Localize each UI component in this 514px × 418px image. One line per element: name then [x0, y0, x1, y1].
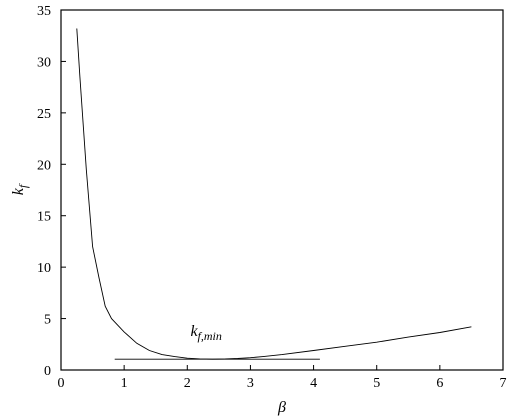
y-axis-label-sub: f — [16, 183, 30, 188]
x-tick-label: 4 — [310, 376, 317, 391]
y-tick-label: 10 — [37, 261, 51, 276]
kf-min-annotation-sub: f,min — [198, 329, 222, 343]
x-tick-label: 2 — [184, 376, 191, 391]
x-tick-label: 6 — [436, 376, 443, 391]
y-axis-label-main: k — [10, 187, 27, 195]
x-tick-label: 1 — [121, 376, 128, 391]
kf-curve — [76, 28, 472, 360]
svg-text:kf: kf — [10, 183, 30, 195]
plot-frame — [60, 9, 504, 371]
y-tick-label: 25 — [37, 107, 51, 122]
y-axis-label: kf — [10, 183, 30, 195]
y-tick-label: 20 — [37, 158, 51, 173]
x-tick-label: 0 — [58, 376, 65, 391]
y-tick-label: 30 — [37, 55, 51, 70]
kf-min-annotation-main: k — [190, 323, 198, 340]
x-axis-label: β — [277, 399, 286, 416]
x-tick-label: 7 — [500, 376, 507, 391]
kf-min-annotation: kf,min — [190, 323, 221, 343]
x-tick-label: 5 — [373, 376, 380, 391]
x-tick-label: 3 — [247, 376, 254, 391]
y-axis-ticks: 0 5 10 15 20 25 30 35 — [37, 4, 66, 379]
y-tick-label: 0 — [44, 364, 51, 379]
x-axis-ticks: 0 1 2 3 4 5 6 7 — [58, 365, 507, 391]
y-tick-label: 5 — [44, 313, 51, 328]
y-tick-label: 15 — [37, 210, 51, 225]
y-tick-label: 35 — [37, 4, 51, 19]
